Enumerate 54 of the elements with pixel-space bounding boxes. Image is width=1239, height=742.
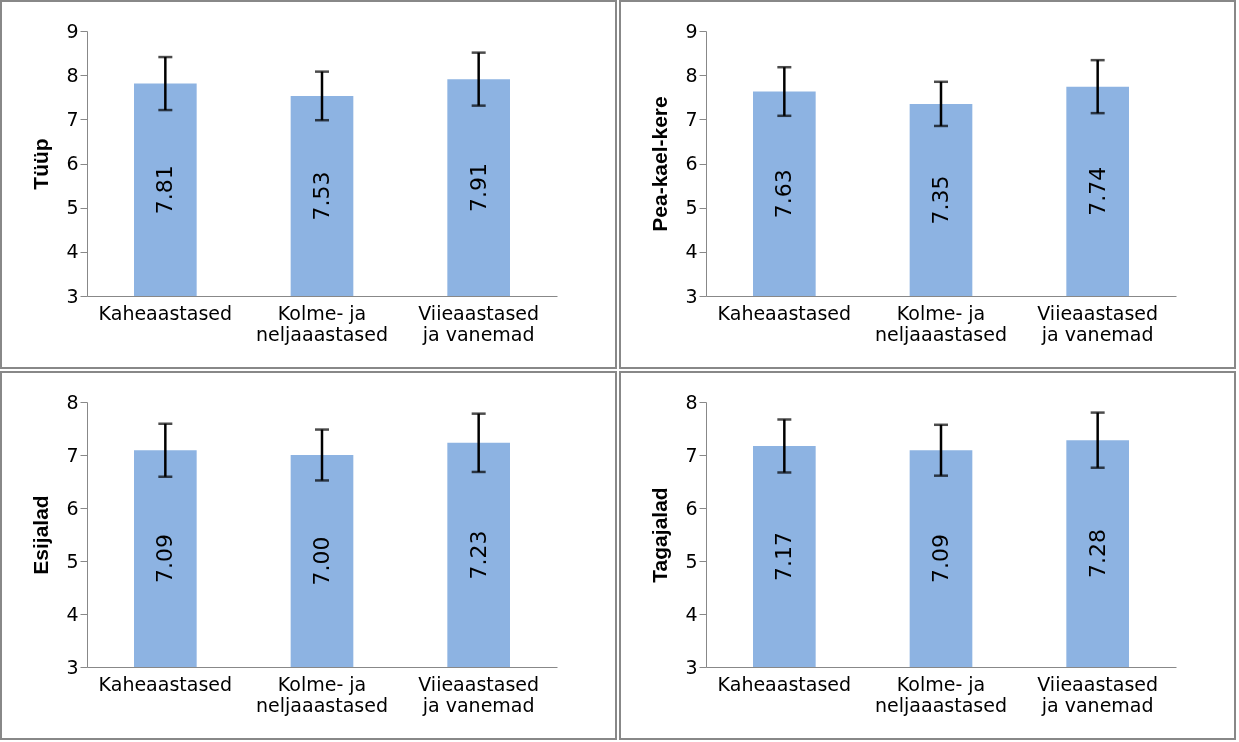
y-tick-label: 6 <box>66 152 79 174</box>
x-tick-label: Kaheaastased <box>717 672 852 695</box>
data-label: 7.09 <box>928 534 953 584</box>
x-tick-label: Kolme- ja neljaaastased <box>875 301 1007 345</box>
x-tick-label: Viieaastased ja vanemad <box>418 301 540 345</box>
data-label: 7.09 <box>152 534 178 584</box>
x-tick-label: Kolme- ja neljaaastased <box>256 301 388 345</box>
data-label: 7.35 <box>928 175 953 225</box>
y-tick-label: 4 <box>66 240 79 263</box>
y-tick-label: 5 <box>685 549 698 572</box>
y-tick-label: 6 <box>66 496 79 519</box>
y-tick-label: 8 <box>66 63 79 86</box>
x-tick-label: Viieaastased ja vanemad <box>418 672 540 716</box>
y-axis-title: Esijalad <box>29 495 53 575</box>
x-tick-label: Kolme- ja neljaaastased <box>875 672 1007 716</box>
y-tick-label: 8 <box>685 63 698 86</box>
y-tick-label: 9 <box>66 19 79 42</box>
data-label: 7.00 <box>309 536 334 586</box>
y-tick-label: 4 <box>685 602 698 625</box>
y-axis-title: Tagajalad <box>648 487 672 583</box>
y-tick-label: 7 <box>66 107 79 130</box>
y-tick-label: 5 <box>66 549 79 572</box>
x-tick-label: Viieaastased ja vanemad <box>1037 672 1159 716</box>
y-axis-title: Pea-kael-kere <box>648 96 672 232</box>
data-label: 7.74 <box>1084 166 1110 216</box>
y-tick-label: 4 <box>66 602 79 625</box>
y-tick-label: 5 <box>66 196 79 219</box>
data-label: 7.28 <box>1084 529 1110 579</box>
y-tick-label: 4 <box>685 240 698 263</box>
y-tick-label: 8 <box>685 390 698 413</box>
y-tick-label: 6 <box>685 496 698 519</box>
x-tick-label: Kaheaastased <box>98 672 233 695</box>
y-tick-label: 9 <box>685 19 698 42</box>
x-tick-label: Kolme- ja neljaaastased <box>256 672 388 716</box>
x-tick-label: Viieaastased ja vanemad <box>1037 301 1159 345</box>
y-tick-label: 7 <box>685 107 698 130</box>
x-tick-label: Kaheaastased <box>717 301 852 324</box>
y-tick-label: 7 <box>66 443 79 466</box>
y-tick-label: 7 <box>685 443 698 466</box>
y-tick-label: 3 <box>66 655 79 678</box>
data-label: 7.81 <box>152 165 178 215</box>
y-tick-label: 5 <box>685 196 698 219</box>
data-label: 7.17 <box>771 532 797 581</box>
y-tick-label: 8 <box>66 390 79 413</box>
data-label: 7.91 <box>465 163 491 213</box>
y-tick-label: 6 <box>685 152 698 174</box>
data-label: 7.53 <box>309 171 334 221</box>
y-tick-label: 3 <box>66 284 79 307</box>
data-label: 7.23 <box>465 530 491 580</box>
y-axis-title: Tüüp <box>29 138 53 190</box>
y-tick-label: 3 <box>685 284 698 307</box>
x-tick-label: Kaheaastased <box>98 301 233 324</box>
y-tick-label: 3 <box>685 655 698 678</box>
data-label: 7.63 <box>771 169 797 219</box>
